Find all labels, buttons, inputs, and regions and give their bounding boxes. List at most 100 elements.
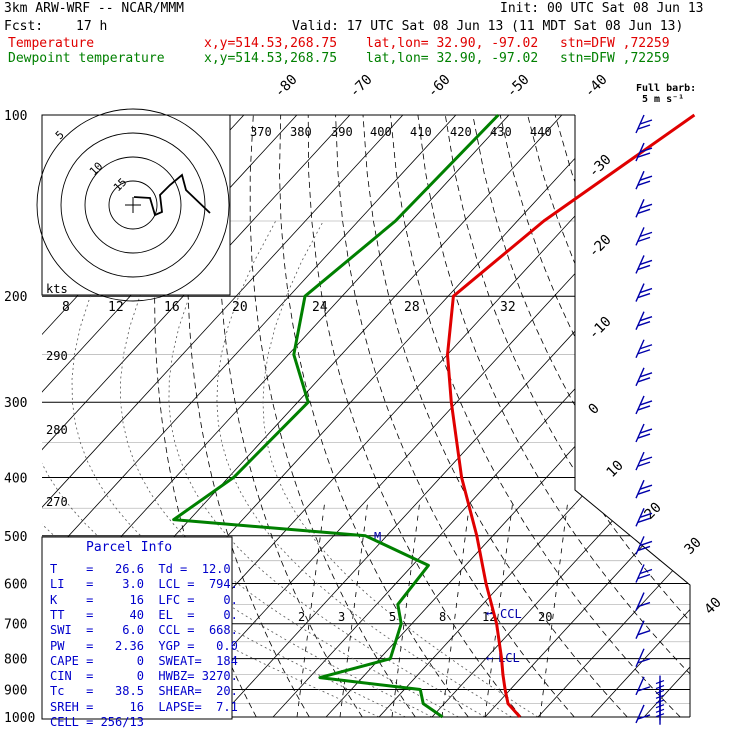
parcel-info-row: SWI = 6.0 CCL = 668. (50, 623, 238, 638)
dry-adiabat (279, 115, 469, 717)
wind-barb-flag (637, 349, 651, 355)
pressure-label: 800 (4, 653, 27, 668)
dew-xy: x,y=514.53,268.75 (204, 51, 338, 66)
dry-adiabat (249, 115, 416, 717)
parcel-info-row: CAPE = 0 SWEAT= 184 (50, 653, 238, 668)
dry-adiabat (637, 115, 690, 717)
mixing-ratio-line (391, 499, 421, 717)
hodograph-ring (108, 180, 158, 230)
wind-barb-flag (637, 152, 651, 158)
moist-adiabat (216, 220, 512, 717)
dewpoint-legend: Dewpoint temperature (8, 51, 165, 66)
mixing-ratio-label: 20 (538, 610, 552, 624)
mixing-ratio-label: 5 (389, 610, 396, 624)
init-time: Init: 00 UTC Sat 08 Jun 13 (500, 1, 704, 16)
m-annotation: M (374, 530, 381, 544)
isotherm-label: 40 (702, 595, 725, 618)
isotherm-label: -20 (586, 232, 615, 261)
wind-barb-flag (639, 231, 653, 238)
wind-barb-flag (637, 180, 651, 186)
hodograph-ring (60, 132, 206, 278)
wind-barb-flag (639, 147, 653, 153)
isotherm-line (272, 115, 690, 717)
parcel-info-box (41, 536, 233, 720)
isotherm-line (42, 115, 404, 717)
parcel-info-row: TT = 40 EL = 0. (50, 607, 238, 622)
temperature-profile (446, 113, 696, 719)
mixing-ratio-line (539, 499, 569, 717)
hodograph-ring (36, 108, 230, 302)
wind-barb-flag (637, 124, 651, 130)
wind-barb-shaft (635, 704, 645, 724)
dry-adiabat (720, 115, 740, 717)
dry-adiabat (417, 115, 690, 717)
isotherm-line (378, 115, 690, 717)
dry-adiabat (664, 115, 690, 717)
dry-adiabat (472, 115, 690, 717)
pressure-label: 700 (4, 618, 27, 633)
pressure-label: 200 (4, 290, 27, 305)
dry-adiabat (362, 115, 628, 717)
pressure-label: 100 (4, 109, 27, 124)
wind-barb-flag (639, 400, 653, 406)
wind-barb-flag (637, 236, 651, 243)
dry-adiabat (187, 115, 310, 717)
barb-legend-value: 5 m s⁻¹ (642, 94, 685, 105)
mixing-ratio-line (441, 499, 471, 717)
isotherm-line (431, 115, 690, 717)
hodo-speed-label: 28 (404, 300, 420, 315)
hodo-speed-label: 16 (164, 300, 180, 315)
isotherm-line (537, 115, 690, 717)
ccl-annotation: CCL (500, 607, 522, 621)
isotherm-line (42, 115, 351, 717)
hodo-speed-label: 32 (500, 300, 516, 315)
parcel-info-row: LI = 3.0 LCL = 794. (50, 577, 238, 592)
wind-barb-flag (637, 517, 651, 523)
moist-adiabat (71, 220, 433, 717)
moist-adiabat (42, 220, 380, 717)
isotherm-label: -40 (582, 72, 611, 101)
isotherm-label: -30 (586, 152, 615, 181)
theta-label: 410 (410, 125, 432, 139)
wind-barb-shaft (635, 676, 645, 696)
hodo-speed-label: 8 (62, 300, 70, 315)
wind-barb-flag (637, 292, 651, 299)
forecast-hour: 17 h (76, 19, 108, 34)
wind-barb-shaft (635, 648, 645, 668)
mixing-ratio-label: 2 (298, 610, 305, 624)
wind-barb-flag (637, 686, 651, 692)
theta-label: 380 (290, 125, 312, 139)
wind-barb-flag (637, 461, 651, 467)
lcl-annotation: LCL (498, 651, 520, 665)
dry-adiabat (692, 115, 740, 717)
wind-barb-flag (639, 512, 653, 518)
dry-adiabat (307, 115, 522, 717)
wind-barb-flag (637, 630, 651, 636)
dry-adiabat (390, 115, 681, 717)
wind-barb-flag (639, 568, 653, 575)
wind-barb-flag (637, 545, 651, 552)
temp-xy: x,y=514.53,268.75 (204, 36, 338, 51)
isotherm-line (325, 115, 690, 717)
theta-label: 390 (331, 125, 353, 139)
wind-barb-flag (639, 344, 653, 350)
hodo-speed-label: 24 (312, 300, 328, 315)
mixing-ratio-label: 8 (439, 610, 446, 624)
wind-barb-flag (639, 203, 653, 209)
wind-barb-flag (637, 601, 651, 608)
isotherm-label: -60 (425, 72, 454, 101)
isotherm-label: -70 (347, 72, 376, 101)
dry-adiabat (527, 115, 690, 717)
parcel-info-row: PW = 2.36 YGP = 0.0 (50, 638, 238, 653)
isotherm-line (590, 115, 690, 717)
dry-adiabat (444, 115, 690, 717)
wind-barb-flag (637, 208, 651, 214)
isotherm-line (484, 115, 690, 717)
plot-frame-right (574, 115, 691, 717)
theta-label: 420 (450, 125, 472, 139)
wind-barb-flag (639, 484, 653, 490)
theta-label: 280 (46, 423, 68, 437)
dewpoint-profile (172, 113, 500, 719)
theta-label: 400 (370, 125, 392, 139)
hodograph-kts-label: kts (46, 282, 68, 296)
